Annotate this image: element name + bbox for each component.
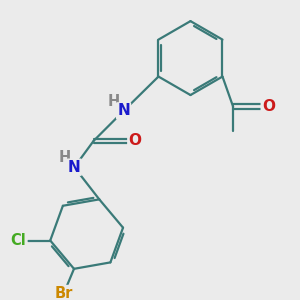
Text: H: H [58, 150, 70, 165]
Text: Cl: Cl [11, 233, 26, 248]
Text: O: O [262, 99, 275, 114]
Text: N: N [68, 160, 81, 175]
Text: Br: Br [54, 286, 73, 300]
Text: H: H [108, 94, 120, 109]
Text: N: N [117, 103, 130, 118]
Text: O: O [128, 133, 141, 148]
